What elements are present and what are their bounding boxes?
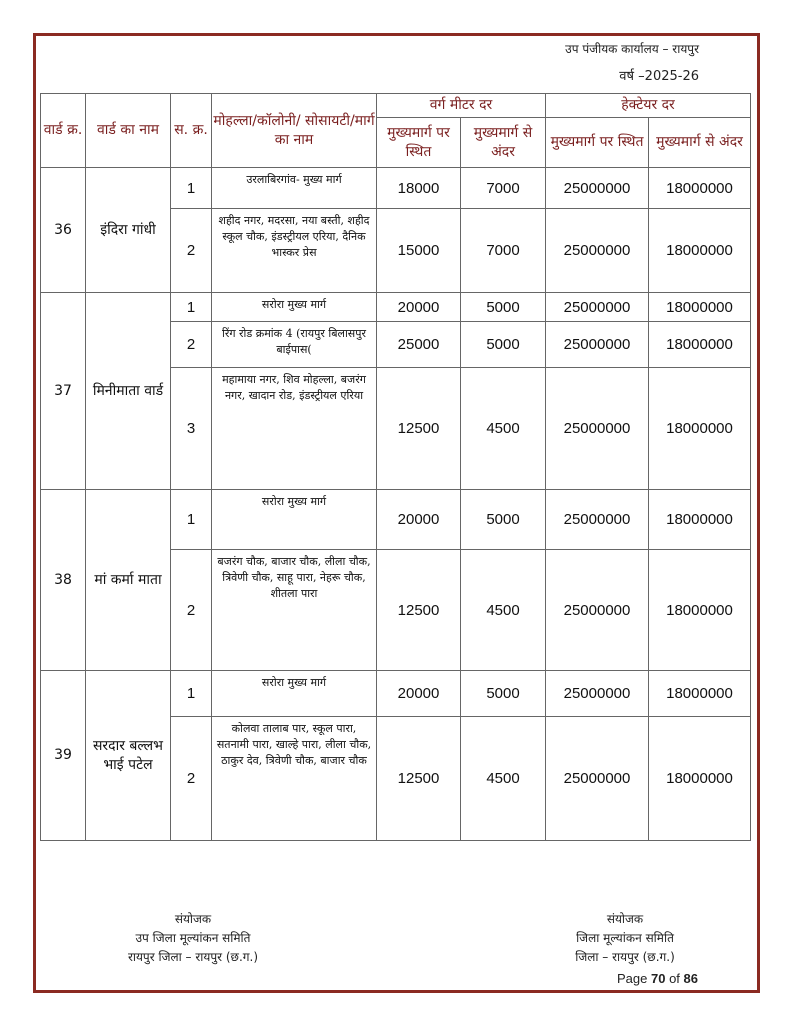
- header-sqm-on-main: मुख्यमार्ग पर स्थित: [376, 117, 461, 168]
- hectare-rate-on-main: 25000000: [545, 716, 649, 841]
- year-label: वर्ष –2025-26: [619, 69, 699, 84]
- signature-left-title: संयोजक: [174, 912, 212, 926]
- hectare-rate-on-main: 25000000: [545, 167, 649, 209]
- sqm-rate-on-main: 20000: [376, 489, 461, 550]
- sqm-rate-inside: 7000: [460, 167, 546, 209]
- locality-name: महामाया नगर, शिव मोहल्ला, बजरंग नगर, खाद…: [211, 367, 377, 490]
- sqm-rate-on-main: 12500: [376, 716, 461, 841]
- hectare-rate-inside: 18000000: [648, 670, 751, 717]
- table-row: 3 महामाया नगर, शिव मोहल्ला, बजरंग नगर, खा…: [41, 367, 751, 490]
- hectare-rate-inside: 18000000: [648, 208, 751, 293]
- hectare-rate-on-main: 25000000: [545, 292, 649, 322]
- hectare-rate-on-main: 25000000: [545, 670, 649, 717]
- serial-number: 2: [170, 716, 212, 841]
- table-row: 36 इंदिरा गांधी 1 उरलाबिरगांव- मुख्य मार्ग 1…: [40, 167, 751, 293]
- header-ward-no: वार्ड क्र.: [40, 93, 86, 168]
- locality-name: कोलवा तालाब पार, स्कूल पारा, सतनामी पारा…: [211, 716, 377, 841]
- hectare-rate-on-main: 25000000: [545, 367, 649, 490]
- office-title: उप पंजीयक कार्यालय – रायपुर: [565, 42, 699, 56]
- hectare-rate-inside: 18000000: [648, 489, 751, 550]
- locality-name: बजरंग चौक, बाजार चौक, लीला चौक, त्रिवेणी…: [211, 549, 377, 671]
- locality-name: उरलाबिरगांव- मुख्य मार्ग: [211, 167, 377, 209]
- sqm-rate-inside: 5000: [460, 670, 546, 717]
- ward-number: 39: [40, 670, 86, 841]
- locality-name: शहीद नगर, मदरसा, नया बस्ती, शहीद स्कूल च…: [211, 208, 377, 293]
- sqm-rate-inside: 5000: [460, 489, 546, 550]
- sqm-rate-inside: 4500: [460, 716, 546, 841]
- sqm-rate-inside: 5000: [460, 292, 546, 322]
- header-sqm-rate: वर्ग मीटर दर: [376, 93, 546, 118]
- table-row: 2 कोलवा तालाब पार, स्कूल पारा, सतनामी पार…: [41, 716, 751, 841]
- hectare-rate-on-main: 25000000: [545, 208, 649, 293]
- locality-name: सरोरा मुख्य मार्ग: [211, 292, 377, 322]
- header-hectare-rate: हेक्टेयर दर: [545, 93, 751, 118]
- table-row: 2 बजरंग चौक, बाजार चौक, लीला चौक, त्रिवेण…: [41, 549, 751, 671]
- sqm-rate-on-main: 20000: [376, 670, 461, 717]
- signature-left-committee: उप जिला मूल्यांकन समिति: [135, 931, 251, 945]
- signature-right-title: संयोजक: [606, 912, 644, 926]
- sqm-rate-inside: 5000: [460, 321, 546, 368]
- sqm-rate-on-main: 15000: [376, 208, 461, 293]
- header-ha-inside: मुख्यमार्ग से अंदर: [648, 117, 751, 168]
- sqm-rate-inside: 7000: [460, 208, 546, 293]
- table-row: 37 मिनीमाता वार्ड 1 सरोरा मुख्य मार्ग 20000 5…: [40, 292, 751, 490]
- hectare-rate-inside: 18000000: [648, 549, 751, 671]
- locality-name: सरोरा मुख्य मार्ग: [211, 670, 377, 717]
- signature-left-location: रायपुर जिला – रायपुर (छ.ग.): [127, 950, 259, 964]
- sqm-rate-inside: 4500: [460, 367, 546, 490]
- locality-name: सरोरा मुख्य मार्ग: [211, 489, 377, 550]
- signature-right-committee: जिला मूल्यांकन समिति: [576, 931, 674, 945]
- ward-number: 36: [40, 167, 86, 293]
- signature-right-location: जिला – रायपुर (छ.ग.): [575, 950, 675, 964]
- ward-number: 38: [40, 489, 86, 671]
- table-row: 38 मां कर्मा माता 1 सरोरा मुख्य मार्ग 20000 5…: [40, 489, 751, 671]
- header-ward-name: वार्ड का नाम: [85, 93, 171, 168]
- hectare-rate-on-main: 25000000: [545, 549, 649, 671]
- header-locality: मोहल्ला/कॉलोनी/ सोसायटी/मार्ग का नाम: [211, 93, 377, 168]
- serial-number: 1: [170, 670, 212, 717]
- serial-number: 3: [170, 367, 212, 490]
- header-serial: स. क्र.: [170, 93, 212, 168]
- sqm-rate-on-main: 18000: [376, 167, 461, 209]
- serial-number: 1: [170, 167, 212, 209]
- locality-name: रिंग रोड क्रमांक 4 (रायपुर बिलासपुर बाईप…: [211, 321, 377, 368]
- ward-name: मां कर्मा माता: [85, 489, 171, 671]
- hectare-rate-inside: 18000000: [648, 321, 751, 368]
- signature-right: संयोजक जिला मूल्यांकन समिति जिला – रायपु…: [535, 910, 715, 967]
- table-row: 2 शहीद नगर, मदरसा, नया बस्ती, शहीद स्कूल …: [41, 208, 751, 293]
- sqm-rate-on-main: 12500: [376, 367, 461, 490]
- hectare-rate-on-main: 25000000: [545, 321, 649, 368]
- rate-table: वार्ड क्र. वार्ड का नाम स. क्र. मोहल्ला/…: [40, 93, 751, 841]
- signature-left: संयोजक उप जिला मूल्यांकन समिति रायपुर जि…: [78, 910, 308, 967]
- ward-name: इंदिरा गांधी: [85, 167, 171, 293]
- page-number: Page 70 of 86: [616, 971, 698, 986]
- table-row: 39 सरदार बल्लभ भाई पटेल 1 सरोरा मुख्य मार्ग…: [40, 670, 751, 841]
- hectare-rate-inside: 18000000: [648, 292, 751, 322]
- ward-name: सरदार बल्लभ भाई पटेल: [85, 670, 171, 841]
- header-sqm-inside: मुख्यमार्ग से अंदर: [460, 117, 546, 168]
- sqm-rate-on-main: 25000: [376, 321, 461, 368]
- serial-number: 1: [170, 292, 212, 322]
- sqm-rate-on-main: 12500: [376, 549, 461, 671]
- ward-name: मिनीमाता वार्ड: [85, 292, 171, 490]
- hectare-rate-inside: 18000000: [648, 167, 751, 209]
- hectare-rate-on-main: 25000000: [545, 489, 649, 550]
- sqm-rate-inside: 4500: [460, 549, 546, 671]
- header-ha-on-main: मुख्यमार्ग पर स्थित: [545, 117, 649, 168]
- hectare-rate-inside: 18000000: [648, 716, 751, 841]
- sqm-rate-on-main: 20000: [376, 292, 461, 322]
- page-border: [33, 33, 760, 993]
- serial-number: 2: [170, 549, 212, 671]
- hectare-rate-inside: 18000000: [648, 367, 751, 490]
- serial-number: 1: [170, 489, 212, 550]
- serial-number: 2: [170, 208, 212, 293]
- serial-number: 2: [170, 321, 212, 368]
- ward-number: 37: [40, 292, 86, 490]
